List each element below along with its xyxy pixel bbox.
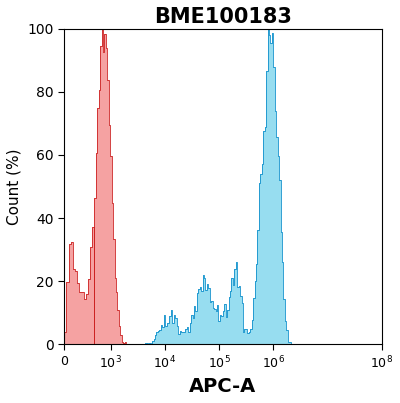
X-axis label: APC-A: APC-A xyxy=(189,377,256,396)
Title: BME100183: BME100183 xyxy=(154,7,292,27)
Polygon shape xyxy=(64,29,382,345)
Y-axis label: Count (%): Count (%) xyxy=(7,148,22,225)
Polygon shape xyxy=(64,29,382,345)
